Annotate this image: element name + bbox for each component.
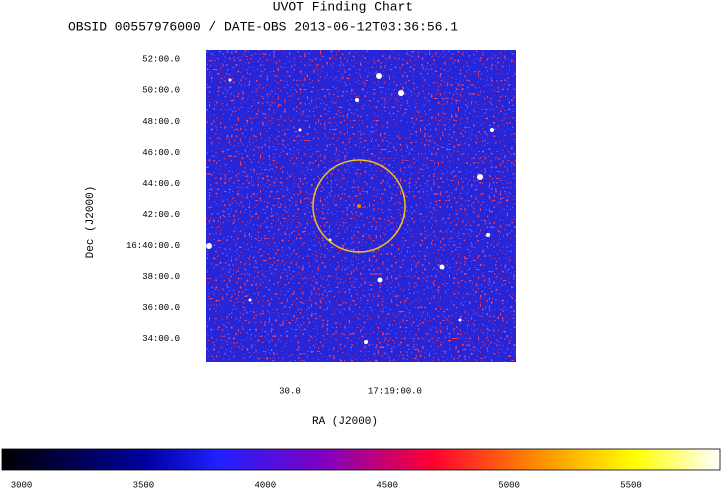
y-tick-label: 46:00.0 bbox=[142, 148, 180, 158]
y-tick-label: 42:00.0 bbox=[142, 210, 180, 220]
colorbar-tick-label: 5500 bbox=[620, 480, 642, 489]
x-tick-label: 17:19:00.0 bbox=[368, 386, 422, 396]
sky-image bbox=[206, 50, 516, 362]
colorbar-tick-label: 5000 bbox=[498, 480, 520, 489]
y-tick-label: 36:00.0 bbox=[142, 303, 180, 313]
stars bbox=[206, 73, 494, 344]
chart-title: UVOT Finding Chart bbox=[273, 0, 413, 14]
y-tick-label: 50:00.0 bbox=[142, 86, 180, 96]
colorbar-tick-label: 4500 bbox=[376, 480, 398, 489]
y-axis-label: Dec (J2000) bbox=[85, 186, 97, 259]
colorbar-tick-label: 3000 bbox=[11, 480, 33, 489]
y-tick-label: 34:00.0 bbox=[142, 334, 180, 344]
source-region bbox=[312, 159, 406, 253]
y-tick-label: 52:00.0 bbox=[142, 55, 180, 65]
target-marker bbox=[357, 204, 361, 208]
chart-subtitle: OBSID 00557976000 / DATE-OBS 2013-06-12T… bbox=[68, 19, 458, 34]
colorbar-tick-label: 3500 bbox=[133, 480, 155, 489]
y-tick-label: 38:00.0 bbox=[142, 272, 180, 282]
y-tick-label: 44:00.0 bbox=[142, 179, 180, 189]
x-tick-label: 30.0 bbox=[279, 386, 301, 396]
y-tick-label: 48:00.0 bbox=[142, 117, 180, 127]
colorbar bbox=[1, 448, 721, 471]
colorbar-tick-label: 4000 bbox=[255, 480, 277, 489]
y-tick-label: 16:40:00.0 bbox=[126, 241, 180, 251]
x-axis-label: RA (J2000) bbox=[312, 416, 378, 428]
